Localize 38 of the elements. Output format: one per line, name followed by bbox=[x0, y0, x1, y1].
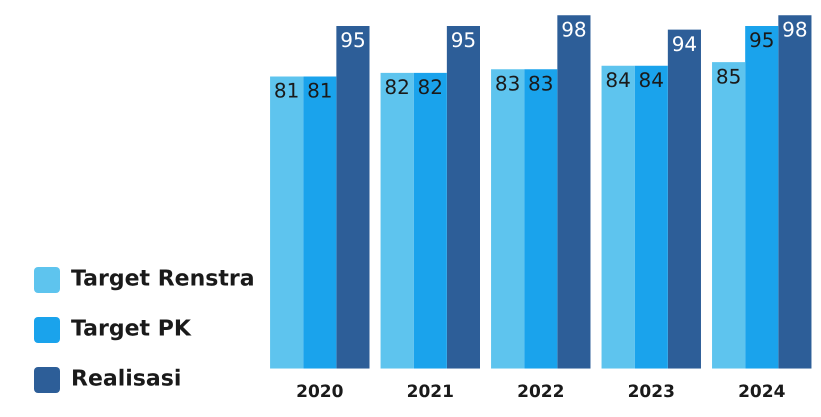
x-tick-label: 2023 bbox=[628, 382, 675, 402]
bar bbox=[602, 66, 635, 369]
bar bbox=[336, 26, 370, 369]
bar bbox=[270, 76, 304, 369]
bar bbox=[778, 15, 812, 369]
data-label: 85 bbox=[716, 64, 742, 88]
legend-label: Target PK bbox=[71, 316, 192, 342]
data-label: 95 bbox=[749, 28, 774, 52]
data-label: 82 bbox=[384, 75, 410, 100]
bar bbox=[524, 69, 558, 369]
legend-label: Target Renstra bbox=[71, 266, 255, 292]
data-label: 81 bbox=[274, 78, 300, 103]
bar bbox=[303, 76, 336, 369]
x-tick-label: 2022 bbox=[517, 382, 564, 402]
bar bbox=[446, 26, 480, 369]
bar bbox=[491, 69, 524, 369]
data-label: 84 bbox=[605, 68, 631, 92]
bar bbox=[745, 26, 778, 369]
bar bbox=[414, 72, 447, 369]
bar bbox=[634, 66, 668, 369]
data-label: 83 bbox=[494, 72, 520, 96]
bar bbox=[712, 62, 746, 369]
legend-label: Realisasi bbox=[71, 366, 182, 392]
data-label: 95 bbox=[450, 28, 476, 52]
bar bbox=[380, 72, 414, 369]
x-tick-label: 2024 bbox=[738, 382, 786, 402]
data-label: 98 bbox=[782, 17, 808, 42]
data-label: 81 bbox=[307, 78, 333, 103]
x-tick-label: 2021 bbox=[406, 382, 454, 402]
bar bbox=[668, 30, 701, 369]
data-label: 94 bbox=[672, 32, 698, 56]
bar bbox=[557, 15, 590, 369]
data-label: 95 bbox=[340, 28, 366, 52]
data-label: 83 bbox=[528, 72, 554, 96]
x-tick-label: 2020 bbox=[296, 382, 344, 402]
data-label: 84 bbox=[638, 68, 664, 92]
data-label: 98 bbox=[561, 17, 587, 42]
data-label: 82 bbox=[418, 75, 444, 100]
